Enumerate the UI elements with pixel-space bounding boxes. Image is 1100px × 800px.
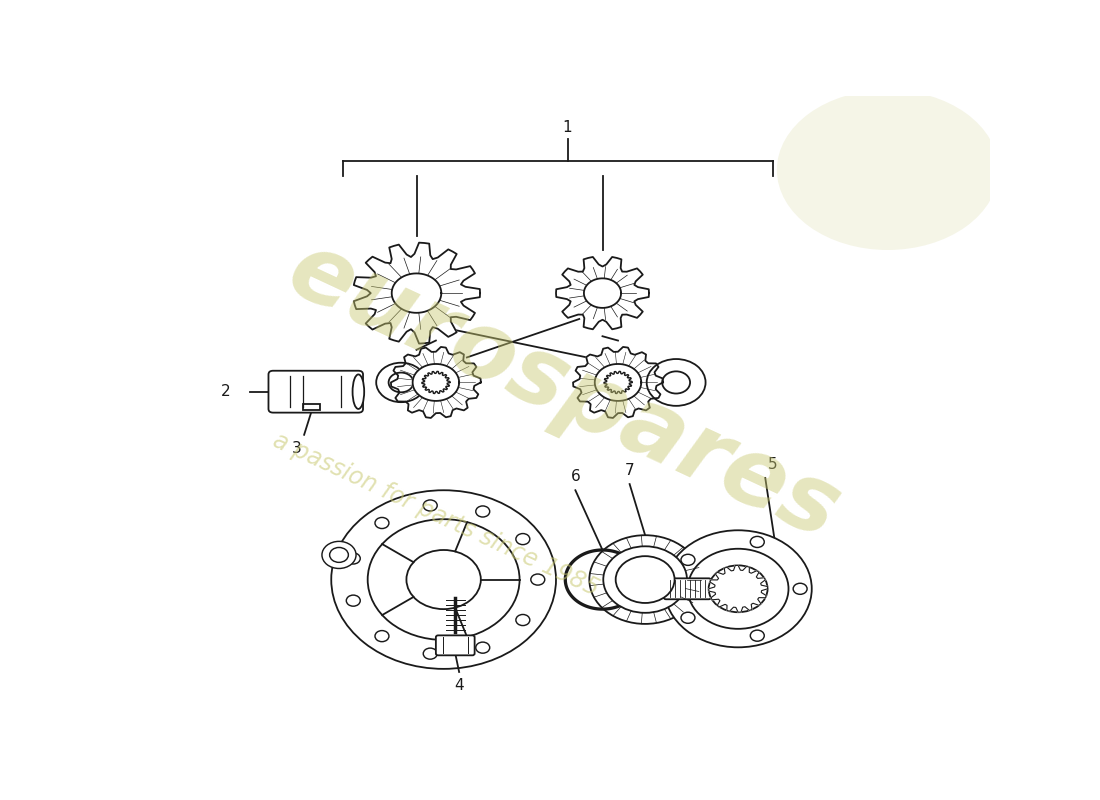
Circle shape	[375, 630, 389, 642]
Circle shape	[346, 553, 361, 564]
Circle shape	[330, 547, 349, 562]
Circle shape	[516, 614, 530, 626]
Circle shape	[681, 554, 695, 566]
Circle shape	[424, 500, 437, 511]
Ellipse shape	[353, 374, 364, 409]
Circle shape	[777, 90, 999, 250]
Circle shape	[346, 595, 361, 606]
Text: 6: 6	[571, 469, 581, 484]
Text: 5: 5	[768, 457, 778, 472]
Text: 3: 3	[292, 441, 301, 456]
Circle shape	[322, 542, 356, 569]
Polygon shape	[412, 364, 459, 401]
Polygon shape	[390, 347, 481, 418]
Circle shape	[688, 549, 789, 629]
FancyBboxPatch shape	[663, 578, 711, 599]
Circle shape	[708, 566, 768, 612]
Circle shape	[531, 574, 544, 585]
Polygon shape	[604, 371, 631, 394]
Polygon shape	[708, 566, 768, 612]
Circle shape	[375, 518, 389, 529]
Text: 2: 2	[221, 384, 231, 399]
Text: 4: 4	[454, 678, 464, 693]
Polygon shape	[573, 347, 663, 418]
Circle shape	[603, 546, 688, 613]
Text: 1: 1	[563, 120, 572, 135]
Circle shape	[476, 642, 490, 653]
Circle shape	[331, 490, 556, 669]
FancyBboxPatch shape	[268, 370, 363, 413]
Text: a passion for parts since 1985: a passion for parts since 1985	[270, 429, 603, 601]
Polygon shape	[556, 257, 649, 330]
Circle shape	[681, 612, 695, 623]
Polygon shape	[422, 371, 450, 394]
Circle shape	[616, 556, 674, 603]
Circle shape	[664, 530, 812, 647]
FancyBboxPatch shape	[436, 635, 474, 655]
Circle shape	[750, 630, 764, 642]
Circle shape	[793, 583, 807, 594]
Circle shape	[388, 373, 414, 392]
Circle shape	[662, 371, 690, 394]
Bar	[304, 404, 320, 410]
Circle shape	[750, 536, 764, 547]
Text: eurospares: eurospares	[274, 224, 854, 560]
Circle shape	[516, 534, 530, 545]
Circle shape	[406, 550, 481, 609]
Circle shape	[367, 519, 519, 640]
Polygon shape	[595, 364, 641, 401]
Polygon shape	[392, 274, 441, 313]
Text: 7: 7	[625, 463, 635, 478]
Polygon shape	[354, 242, 480, 343]
Circle shape	[476, 506, 490, 517]
Circle shape	[424, 648, 437, 659]
Circle shape	[647, 359, 705, 406]
Circle shape	[590, 535, 701, 624]
Circle shape	[376, 362, 426, 402]
Polygon shape	[584, 278, 621, 308]
